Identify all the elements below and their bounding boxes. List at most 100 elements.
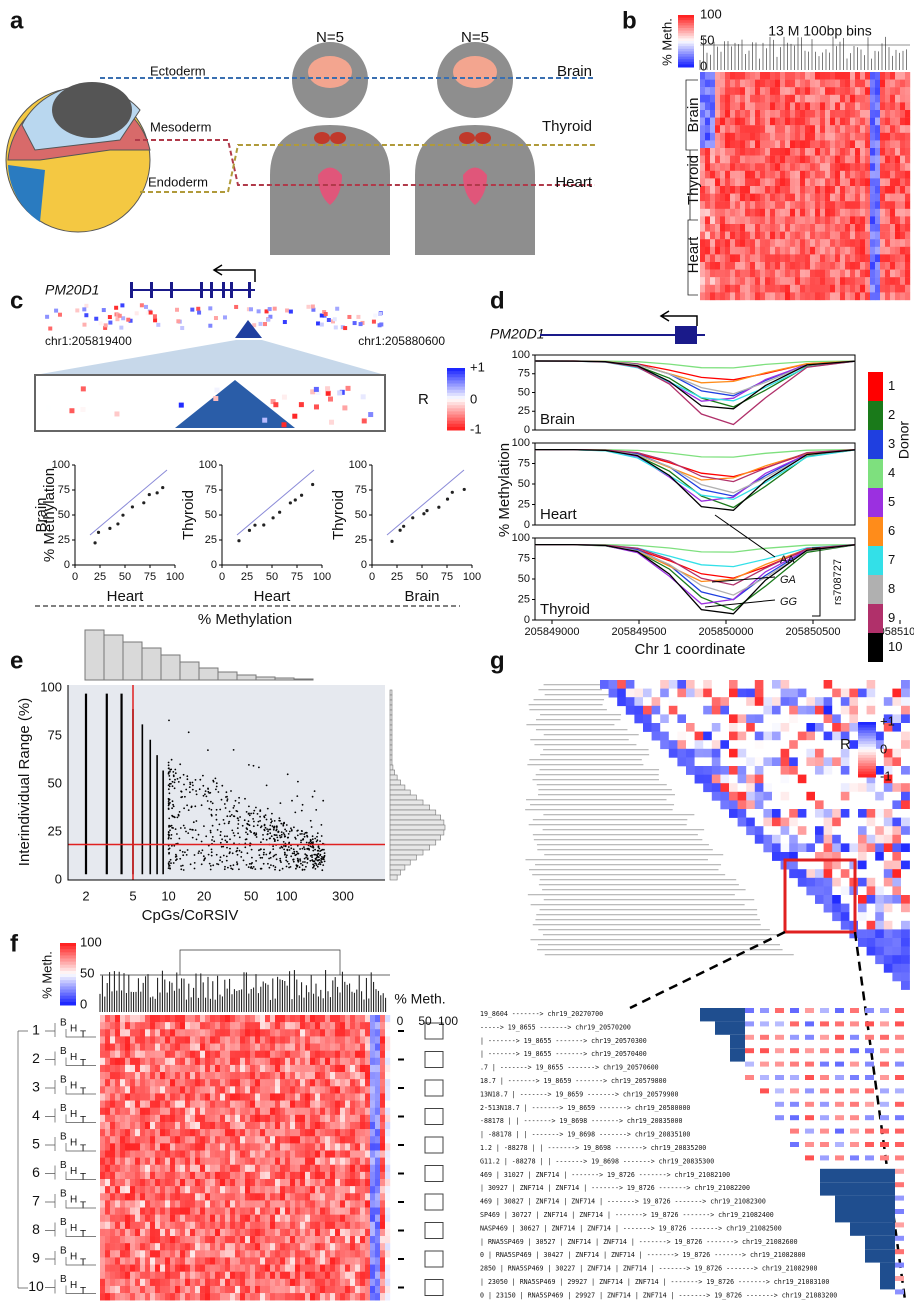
- heatmap-cell: [175, 1250, 181, 1258]
- point: [250, 831, 253, 833]
- heatmap-cell: [250, 1057, 256, 1066]
- heatmap-cell: [325, 1029, 331, 1037]
- heatmap-cell: [800, 186, 806, 194]
- heatmap-cell: [810, 201, 816, 209]
- point: [282, 824, 285, 827]
- point: [226, 835, 229, 838]
- zoom-cell: [262, 417, 268, 423]
- heatmap-cell: [335, 1064, 341, 1073]
- heatmap-cell: [225, 1086, 231, 1094]
- heatmap-cell: [180, 1214, 186, 1223]
- point: [167, 863, 170, 866]
- heatmap-cell: [135, 1100, 141, 1108]
- ld-cell: [343, 326, 348, 331]
- heatmap-cell: [230, 1129, 236, 1137]
- heatmap-cell: [325, 1278, 331, 1287]
- heatmap-cell: [815, 117, 821, 126]
- point: [260, 848, 262, 851]
- heatmap-cell: [290, 1129, 296, 1137]
- heatmap-cell: [220, 1264, 226, 1272]
- heatmap-cell: [190, 1171, 196, 1180]
- heatmap-cell: [700, 155, 706, 164]
- heatmap-cell: [260, 1079, 266, 1087]
- legend-swatch: [868, 488, 883, 517]
- heatmap-cell: [365, 1207, 371, 1215]
- heatmap-cell: [280, 1086, 286, 1094]
- zoom-cell: [325, 390, 331, 396]
- heatmap-cell: [265, 1285, 271, 1294]
- heatmap-cell: [225, 1257, 231, 1265]
- heatmap-cell: [215, 1214, 221, 1223]
- heatmap-cell: [165, 1186, 171, 1194]
- colorbar-cell: [60, 989, 76, 994]
- heatmap-cell: [190, 1093, 196, 1101]
- heatmap-cell: [780, 102, 786, 111]
- heatmap-cell: [355, 1236, 361, 1244]
- heatmap-cell: [315, 1207, 321, 1215]
- heatmap-cell: [785, 231, 791, 240]
- point: [280, 833, 283, 836]
- legend-label: 7: [888, 552, 895, 567]
- y-tick-label: 100: [512, 532, 530, 544]
- heatmap-cell: [135, 1043, 141, 1051]
- heatmap-cell: [255, 1114, 261, 1123]
- heatmap-cell: [210, 1236, 216, 1244]
- heatmap-cell: [740, 186, 746, 194]
- heatmap-cell: [150, 1136, 156, 1144]
- ld-cell: [356, 314, 361, 319]
- heatmap-cell: [775, 231, 781, 240]
- heatmap-cell: [720, 79, 726, 88]
- point: [301, 869, 304, 871]
- heatmap-cell: [175, 1271, 181, 1280]
- heatmap-cell: [790, 140, 796, 149]
- heatmap-cell: [880, 231, 886, 240]
- heatmap-cell: [370, 1043, 376, 1051]
- heatmap-cell: [360, 1214, 366, 1223]
- heatmap-cell: [380, 1285, 386, 1294]
- heatmap-cell: [335, 1250, 341, 1258]
- point: [199, 778, 202, 781]
- colorbar-tick: 0: [80, 996, 87, 1011]
- heatmap-cell: [780, 170, 786, 179]
- heatmap-cell: [805, 208, 811, 217]
- heatmap-cell: [140, 1079, 146, 1087]
- heatmap-cell: [340, 1129, 346, 1137]
- heatmap-cell: [715, 72, 721, 80]
- heatmap-cell: [815, 216, 821, 225]
- heatmap-cell: [905, 140, 911, 149]
- heatmap-cell: [210, 1022, 216, 1030]
- point: [280, 836, 283, 838]
- heatmap-cell: [765, 216, 771, 225]
- heatmap-cell: [880, 186, 886, 194]
- heatmap-cell: [350, 1050, 356, 1059]
- heatmap-cell: [730, 284, 736, 293]
- heatmap-cell: [110, 1057, 116, 1066]
- heatmap-cell: [865, 170, 871, 179]
- heatmap-cell: [165, 1072, 171, 1080]
- heatmap-cell: [165, 1114, 171, 1123]
- heatmap-cell: [880, 140, 886, 149]
- heatmap-cell: [240, 1164, 246, 1173]
- heatmap-cell: [265, 1200, 271, 1208]
- heatmap-cell: [300, 1100, 306, 1108]
- heatmap-cell: [330, 1228, 336, 1237]
- heatmap-cell: [290, 1293, 296, 1301]
- heatmap-cell: [345, 1036, 351, 1044]
- heatmap-cell: [370, 1107, 376, 1116]
- heatmap-cell: [755, 140, 761, 149]
- right-hist-bar: [389, 704, 393, 711]
- heatmap-cell: [290, 1036, 296, 1044]
- heatmap-cell: [835, 262, 841, 270]
- heatmap-cell: [290, 1228, 296, 1237]
- heatmap-cell: [895, 269, 901, 278]
- heatmap-cell: [860, 102, 866, 111]
- heatmap-cell: [295, 1243, 301, 1251]
- point: [219, 830, 222, 833]
- heatmap-cell: [865, 163, 871, 171]
- heatmap-cell: [875, 239, 881, 247]
- heatmap-cell: [175, 1079, 181, 1087]
- heatmap-cell: [295, 1293, 301, 1301]
- heatmap-cell: [770, 231, 776, 240]
- heatmap-cell: [180, 1293, 186, 1301]
- heatmap-cell: [780, 117, 786, 126]
